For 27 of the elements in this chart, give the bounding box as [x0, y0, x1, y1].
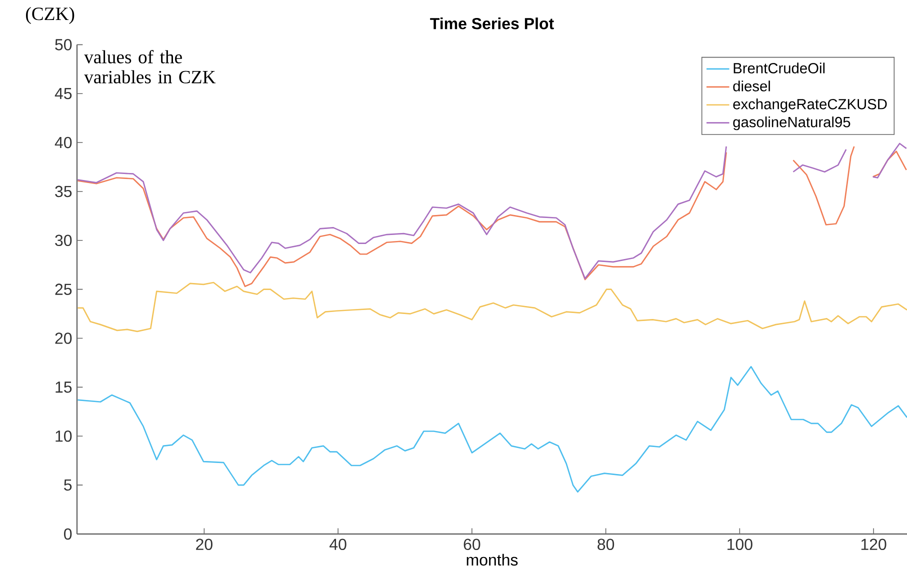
y-tick-label: 15	[56, 382, 72, 393]
annotation: values of the variables in CZK	[84, 50, 216, 84]
chart-title: Time Series Plot	[430, 18, 554, 30]
y-tick-label: 5	[64, 479, 72, 491]
line-series	[77, 366, 907, 493]
y-tick-label: 10	[56, 430, 72, 442]
y-tick-label: 0	[64, 528, 72, 540]
x-tick-label: 80	[598, 538, 614, 550]
y-axis-title: (CZK)	[26, 7, 74, 24]
line-series	[77, 282, 907, 332]
y-tick-label: 25	[55, 284, 72, 295]
y-tick-label: 30	[55, 234, 72, 246]
y-tick-label: 50	[55, 39, 72, 50]
x-tick-label: 20	[196, 538, 212, 550]
y-tick-label: 45	[54, 88, 72, 100]
x-tick-label: 40	[330, 538, 346, 550]
x-tick-label: 120	[861, 538, 886, 550]
y-tick-label: 20	[55, 332, 72, 344]
legend-label: gasolineNatural95	[733, 116, 850, 130]
legend-label: diesel	[733, 80, 770, 92]
y-tick-label: 35	[55, 186, 72, 198]
legend-label: exchangeRateCZKUSD	[733, 98, 887, 112]
x-tick-label: 100	[728, 538, 752, 550]
x-axis-title: months	[466, 554, 518, 566]
x-tick-label: 60	[464, 538, 480, 550]
legend-label: BrentCrudeOil	[734, 62, 825, 74]
y-tick-label: 40	[54, 136, 72, 148]
